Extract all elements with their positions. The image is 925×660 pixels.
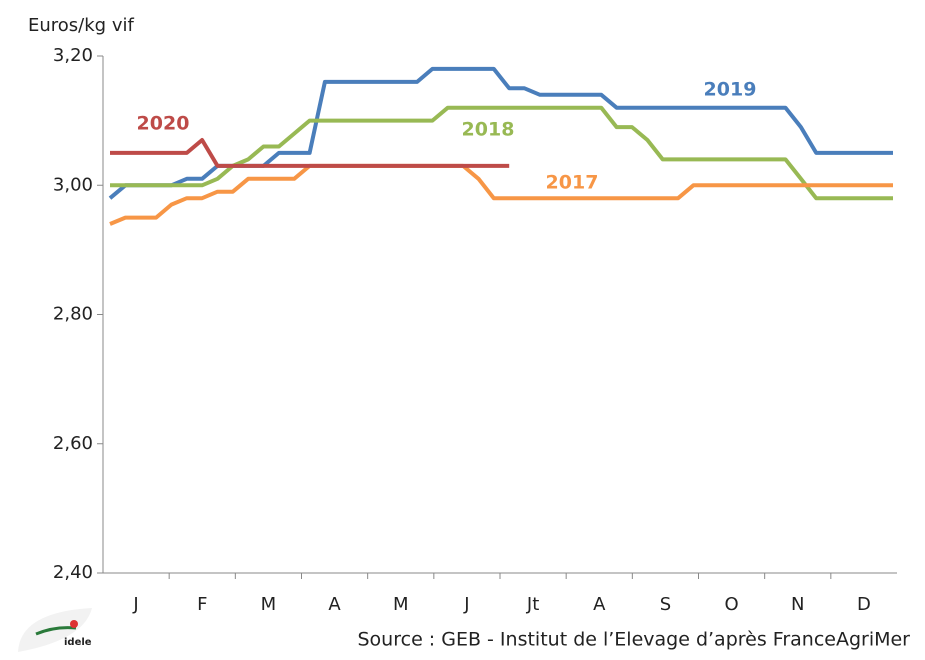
background — [8, 8, 917, 652]
logo-text: idele — [64, 637, 92, 648]
source: Source : GEB - Institut de l’Elevage d’a… — [358, 629, 911, 651]
x-tick-label: N — [791, 594, 804, 615]
x-tick-label: M — [393, 594, 409, 615]
logo-dot — [70, 620, 78, 628]
x-tick-label: M — [261, 594, 277, 615]
x-tick-label: O — [724, 594, 738, 615]
series-line — [109, 163, 893, 226]
x-tick-label: S — [660, 594, 671, 615]
x-tick-label: A — [593, 594, 606, 615]
series-label: 2019 — [704, 79, 757, 101]
x-tick-label: A — [328, 594, 341, 615]
y-tick-label: 3,20 — [53, 45, 93, 66]
x-tick-label: F — [197, 594, 207, 615]
y-axis-label: Euros/kg vif — [28, 15, 134, 36]
series-label: 2018 — [462, 119, 515, 141]
series-line — [110, 105, 893, 201]
y-tick-label: 2,40 — [53, 562, 93, 583]
series-line — [110, 138, 510, 168]
series-label: 2020 — [137, 113, 190, 135]
y-tick-label: 2,80 — [53, 304, 93, 325]
x-tick-label: D — [857, 594, 871, 615]
y-tick-label: 2,60 — [53, 433, 93, 454]
series-label: 2017 — [546, 172, 599, 194]
logo: idele — [18, 608, 92, 652]
x-tick-label: J — [132, 594, 138, 615]
y-tick-label: 3,00 — [53, 174, 93, 195]
x-tick-label: J — [463, 594, 469, 615]
logo-swoosh — [35, 626, 77, 636]
x-tick-label: Jt — [526, 594, 539, 615]
